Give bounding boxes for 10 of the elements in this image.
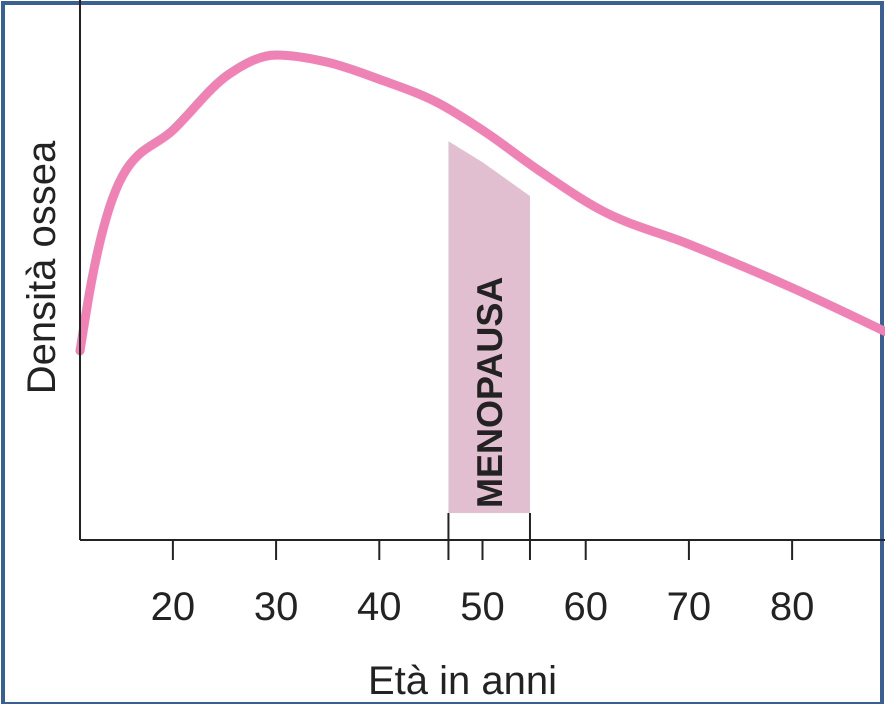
- x-tick-label: 80: [770, 585, 814, 629]
- x-tick-label: 20: [150, 585, 196, 629]
- x-tick-label: 30: [254, 585, 298, 629]
- x-tick-label: 60: [563, 585, 608, 629]
- x-tick-label: 70: [666, 585, 712, 629]
- x-axis-title: Età in anni: [368, 659, 558, 703]
- y-axis-title: Densità ossea: [20, 140, 64, 394]
- x-tick-label: 50: [460, 585, 505, 629]
- x-tick-label: 40: [357, 585, 402, 629]
- band-label: MENOPAUSA: [469, 276, 510, 508]
